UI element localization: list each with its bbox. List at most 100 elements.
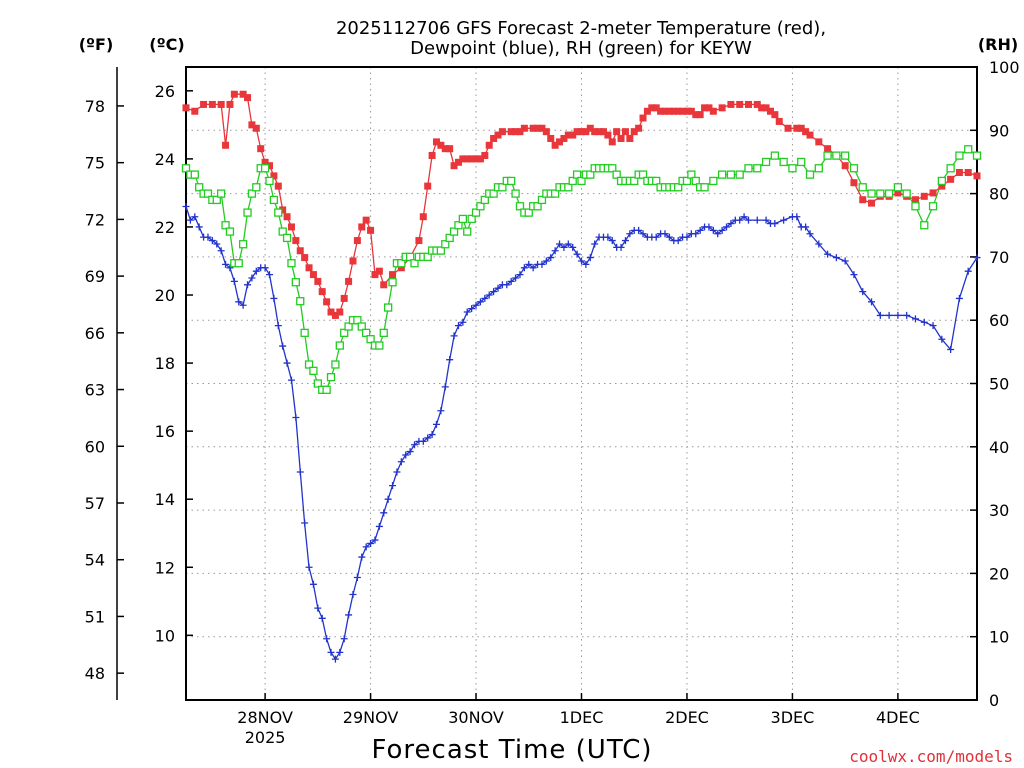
rh-point	[313, 379, 322, 388]
dewpoint-point	[239, 301, 247, 309]
temperature-point	[279, 206, 287, 214]
dewpoint-point	[270, 294, 278, 302]
temperature-point	[753, 100, 761, 108]
temperature-point	[468, 155, 476, 163]
rh-point	[507, 176, 516, 186]
rh-tick-label: 60	[989, 311, 1009, 330]
rh-point	[700, 183, 709, 192]
dewpoint-point	[213, 240, 221, 248]
rh-point	[423, 252, 432, 262]
dewpoint-point	[859, 288, 867, 296]
temperature-point	[850, 179, 858, 187]
rh-point	[243, 208, 252, 217]
rh-tick-label: 0	[989, 691, 999, 710]
rh-point	[454, 221, 463, 230]
temperature-point	[652, 104, 660, 112]
dewpoint-point	[406, 448, 414, 456]
rh-point	[568, 176, 577, 186]
temperature-point	[744, 100, 752, 108]
dewpoint-point	[345, 611, 353, 619]
celsius-unit-label: (ºC)	[149, 35, 184, 54]
temperature-point	[696, 111, 704, 119]
rh-point	[832, 151, 841, 160]
dewpoint-point	[468, 305, 476, 313]
dewpoint-point	[771, 220, 779, 228]
temperature-point	[920, 192, 928, 200]
temperature-point	[353, 237, 361, 245]
dewpoint-point	[551, 247, 559, 255]
rh-point	[441, 240, 450, 249]
temperature-point	[191, 107, 199, 115]
rh-point	[445, 233, 454, 243]
dewpoint-point	[454, 322, 462, 330]
dewpoint-point	[626, 230, 634, 238]
rh-point	[550, 189, 560, 198]
dewpoint-point	[226, 264, 234, 272]
dewpoint-point	[569, 243, 577, 251]
rh-point	[867, 189, 876, 198]
temperature-point	[639, 114, 647, 122]
rh-point	[296, 297, 305, 306]
temperature-point	[709, 107, 717, 115]
fahrenheit-tick-label: 57	[85, 494, 105, 513]
rh-point	[788, 164, 797, 173]
rh-point	[340, 328, 349, 338]
fahrenheit-tick-label: 66	[85, 324, 105, 343]
rh-point	[410, 259, 419, 268]
dewpoint-point	[683, 233, 691, 241]
dewpoint-point	[674, 237, 682, 245]
dewpoint-point	[525, 260, 533, 268]
temperature-point	[512, 128, 520, 136]
dewpoint-point	[252, 267, 260, 275]
temperature-point	[569, 131, 577, 139]
temperature-point	[564, 131, 572, 139]
rh-point	[652, 176, 661, 186]
dewpoint-point	[955, 294, 963, 302]
dewpoint-point	[481, 294, 489, 302]
rh-point	[691, 176, 700, 186]
chart-title: 2025112706 GFS Forecast 2-meter Temperat…	[336, 18, 826, 39]
dewpoint-point	[380, 509, 388, 517]
temperature-point	[217, 100, 225, 108]
temperature-point	[894, 189, 902, 197]
rh-tick-label: 80	[989, 185, 1009, 204]
rh-point	[203, 189, 213, 198]
dewpoint-point	[235, 298, 243, 306]
rh-point	[753, 164, 762, 173]
series-markers	[181, 90, 982, 663]
rh-point	[309, 366, 318, 375]
rh-point	[638, 170, 648, 179]
date-tick-label: 1DEC	[560, 708, 604, 727]
dewpoint-point	[832, 254, 840, 262]
dewpoint-point	[261, 264, 269, 272]
temperature-point	[222, 141, 230, 149]
temperature-point	[573, 128, 581, 136]
rh-tick-label: 30	[989, 501, 1009, 520]
dewpoint-point	[824, 250, 832, 258]
temperature-point	[635, 124, 643, 132]
temperature-point	[815, 138, 823, 146]
dewpoint-point	[389, 482, 397, 490]
dewpoint-point	[705, 223, 713, 231]
temperature-point	[314, 277, 322, 285]
rh-point	[533, 202, 542, 211]
temperature-point	[824, 145, 832, 153]
chart-subtitle: Dewpoint (blue), RH (green) for KEYW	[410, 38, 752, 59]
temperature-point	[964, 169, 972, 176]
temperature-point	[494, 131, 502, 139]
temperature-point	[257, 145, 265, 153]
rh-tick-label: 70	[989, 248, 1009, 267]
temperature-point	[454, 158, 462, 166]
dewpoint-point	[868, 298, 876, 306]
temperature-point	[613, 128, 621, 136]
rh-point	[269, 195, 279, 205]
rh-point	[322, 385, 331, 394]
temperature-point	[705, 104, 713, 112]
temperature-point	[270, 172, 278, 180]
date-tick-label: 2DEC	[665, 708, 709, 727]
dewpoint-point	[815, 240, 823, 248]
temperature-point	[806, 131, 814, 139]
rh-point	[841, 151, 850, 160]
dewpoint-point	[780, 216, 788, 224]
rh-point	[524, 208, 533, 217]
